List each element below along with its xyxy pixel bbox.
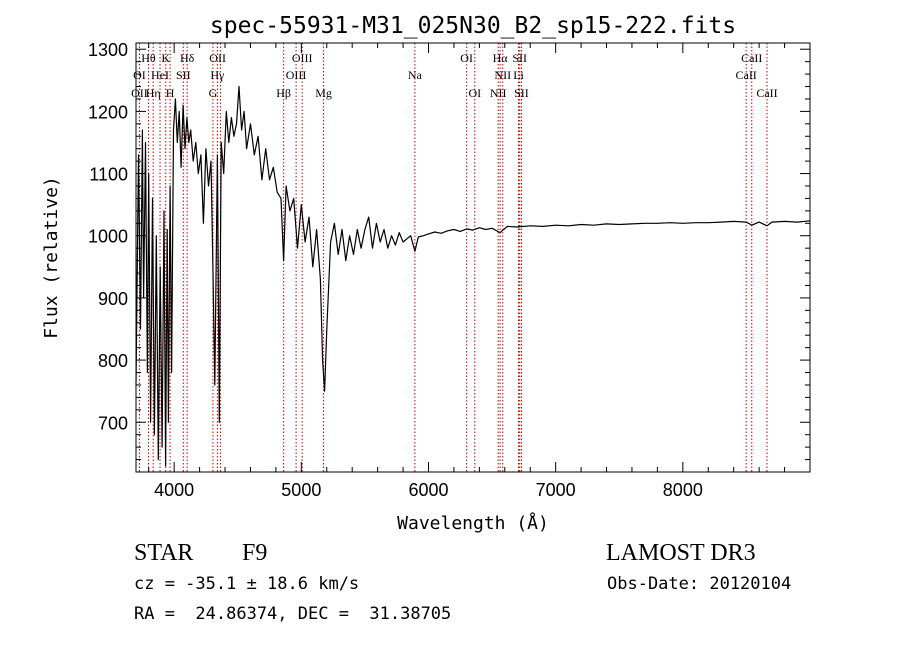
line-label: SII xyxy=(514,86,529,100)
x-axis-label: Wavelength (Å) xyxy=(397,512,549,534)
line-label: Mg xyxy=(315,86,332,100)
line-label: Na xyxy=(408,68,423,82)
line-label: OIII xyxy=(286,68,307,82)
line-label: OII xyxy=(131,86,148,100)
redshift-velocity: cz = -35.1 ± 18.6 km/s xyxy=(134,574,360,594)
line-label: Hγ xyxy=(210,68,225,82)
x-tick-label: 4000 xyxy=(154,480,194,500)
line-label: Hδ xyxy=(180,51,195,65)
y-tick-label: 800 xyxy=(98,351,128,371)
x-tick-label: 8000 xyxy=(663,480,703,500)
y-tick-label: 1300 xyxy=(88,40,128,60)
x-tick-label: 6000 xyxy=(408,480,448,500)
y-tick-label: 700 xyxy=(98,413,128,433)
line-label: Hα xyxy=(493,51,509,65)
object-subclass: F9 xyxy=(242,540,268,566)
y-axis-label: Flux (relative) xyxy=(41,176,62,339)
line-label: G xyxy=(209,86,218,100)
line-label: NII xyxy=(494,68,511,82)
y-tick-label: 1100 xyxy=(89,165,128,185)
line-label: OIII xyxy=(292,51,313,65)
line-label: SII xyxy=(176,68,191,82)
x-tick-label: 7000 xyxy=(536,480,576,500)
spectrum-line xyxy=(135,85,811,467)
line-label: H xyxy=(166,86,175,100)
line-label: OI xyxy=(460,51,473,65)
line-label: Hβ xyxy=(276,86,291,100)
survey-name: LAMOST DR3 xyxy=(606,540,756,566)
line-label: Hη xyxy=(146,86,161,100)
line-label: OII xyxy=(209,51,226,65)
observation-date: Obs-Date: 20120104 xyxy=(607,574,792,594)
line-label: CaII xyxy=(735,68,756,82)
object-class: STAR xyxy=(134,540,194,566)
sky-coordinates: RA = 24.86374, DEC = 31.38705 xyxy=(134,604,452,624)
line-label: OI xyxy=(133,68,146,82)
line-label: K xyxy=(161,51,170,65)
x-tick-label: 5000 xyxy=(281,480,321,500)
line-label: OI xyxy=(468,86,481,100)
line-label: HeI xyxy=(151,68,169,82)
line-label: Hθ xyxy=(141,51,156,65)
chart-title: spec-55931-M31_025N30_B2_sp15-222.fits xyxy=(210,13,736,39)
line-label: SII xyxy=(512,51,527,65)
line-label: CaII xyxy=(756,86,777,100)
line-label: Li xyxy=(513,68,524,82)
plot-frame xyxy=(135,42,811,473)
y-tick-label: 1200 xyxy=(88,102,128,122)
y-tick-label: 900 xyxy=(98,289,128,309)
line-label: NII xyxy=(490,86,507,100)
y-tick-label: 1000 xyxy=(88,227,128,247)
line-label: CaII xyxy=(741,51,762,65)
